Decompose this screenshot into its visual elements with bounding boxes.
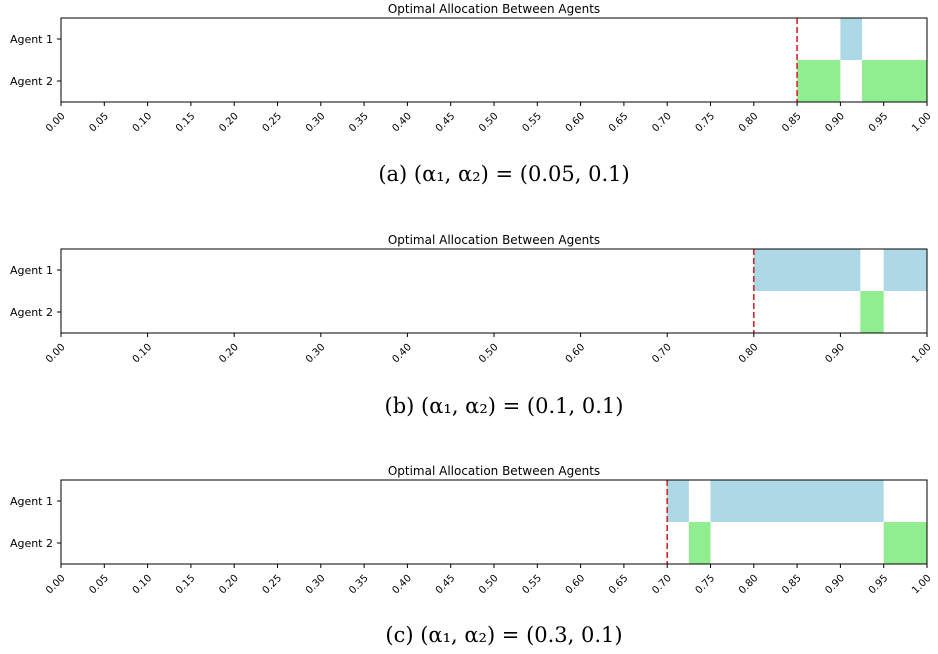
- agent1-segment: [840, 18, 863, 60]
- agent2-segment: [860, 291, 884, 333]
- xtick-label: 0.40: [391, 111, 415, 135]
- xtick-label: 0.30: [304, 573, 328, 597]
- xtick-label: 0.90: [824, 573, 848, 597]
- xtick-label: 0.60: [564, 342, 588, 366]
- xtick-label: 0.25: [261, 111, 285, 135]
- xtick-label: 0.65: [607, 573, 631, 597]
- xtick-label: 0.50: [477, 573, 501, 597]
- xtick-label: 0.50: [477, 111, 501, 135]
- subfigure-caption: (b) (α₁, α₂) = (0.1, 0.1): [385, 394, 624, 418]
- xtick-label: 0.95: [867, 573, 891, 597]
- subfigure-caption: (a) (α₁, α₂) = (0.05, 0.1): [378, 162, 629, 186]
- ytick-label: Agent 1: [10, 495, 53, 508]
- xtick-label: 0.10: [131, 573, 155, 597]
- agent1-segment: [753, 249, 861, 291]
- xtick-label: 0.20: [217, 342, 241, 366]
- xtick-label: 0.05: [87, 573, 111, 597]
- chart-panel-1: Optimal Allocation Between Agents Agent 1…: [10, 2, 934, 186]
- ytick-label: Agent 2: [10, 537, 53, 550]
- chart-panel-3: Optimal Allocation Between Agents Agent 1…: [10, 464, 934, 647]
- agent2-segment: [883, 522, 927, 564]
- xtick-label: 0.85: [780, 573, 804, 597]
- xtick-label: 0.70: [650, 573, 674, 597]
- agent1-segment: [883, 249, 927, 291]
- xtick-label: 0.40: [391, 573, 415, 597]
- xtick-label: 0.35: [347, 573, 371, 597]
- chart-panel-2: Optimal Allocation Between Agents Agent 1…: [10, 233, 934, 418]
- xtick-label: 0.95: [867, 111, 891, 135]
- xtick-label: 0.80: [737, 111, 761, 135]
- ytick-label: Agent 1: [10, 33, 53, 46]
- xtick-label: 0.75: [694, 111, 718, 135]
- xtick-label: 1.00: [910, 573, 934, 597]
- xtick-label: 0.30: [304, 111, 328, 135]
- xtick-label: 0.20: [217, 573, 241, 597]
- agent1-segment: [710, 480, 884, 522]
- xtick-label: 0.90: [824, 111, 848, 135]
- xtick-label: 0.20: [217, 111, 241, 135]
- xtick-label: 1.00: [910, 342, 934, 366]
- xtick-label: 0.10: [131, 111, 155, 135]
- subfigure-caption: (c) (α₁, α₂) = (0.3, 0.1): [385, 623, 622, 647]
- xtick-label: 0.45: [434, 111, 458, 135]
- xtick-label: 0.10: [131, 342, 155, 366]
- xtick-label: 0.40: [391, 342, 415, 366]
- xtick-label: 0.00: [44, 573, 68, 597]
- chart-title: Optimal Allocation Between Agents: [388, 2, 600, 16]
- xtick-label: 0.80: [737, 342, 761, 366]
- ytick-label: Agent 2: [10, 306, 53, 319]
- xtick-label: 0.15: [174, 111, 198, 135]
- agent2-segment: [688, 522, 711, 564]
- xtick-label: 0.55: [520, 111, 544, 135]
- xtick-label: 0.45: [434, 573, 458, 597]
- ytick-label: Agent 2: [10, 75, 53, 88]
- xtick-label: 0.60: [564, 111, 588, 135]
- xtick-label: 0.60: [564, 573, 588, 597]
- xtick-label: 0.70: [650, 111, 674, 135]
- xtick-label: 0.00: [44, 342, 68, 366]
- xtick-label: 0.65: [607, 111, 631, 135]
- xtick-label: 1.00: [910, 111, 934, 135]
- xtick-label: 0.80: [737, 573, 761, 597]
- xtick-label: 0.50: [477, 342, 501, 366]
- xtick-label: 0.85: [780, 111, 804, 135]
- xtick-label: 0.00: [44, 111, 68, 135]
- xtick-label: 0.55: [520, 573, 544, 597]
- agent2-segment: [862, 60, 927, 102]
- chart-title: Optimal Allocation Between Agents: [388, 464, 600, 478]
- agent1-segment: [667, 480, 689, 522]
- xtick-label: 0.75: [694, 573, 718, 597]
- xtick-label: 0.25: [261, 573, 285, 597]
- xtick-label: 0.90: [824, 342, 848, 366]
- xtick-label: 0.70: [650, 342, 674, 366]
- xtick-label: 0.15: [174, 573, 198, 597]
- agent2-segment: [797, 60, 841, 102]
- ytick-label: Agent 1: [10, 264, 53, 277]
- xtick-label: 0.30: [304, 342, 328, 366]
- chart-title: Optimal Allocation Between Agents: [388, 233, 600, 247]
- xtick-label: 0.35: [347, 111, 371, 135]
- xtick-label: 0.05: [87, 111, 111, 135]
